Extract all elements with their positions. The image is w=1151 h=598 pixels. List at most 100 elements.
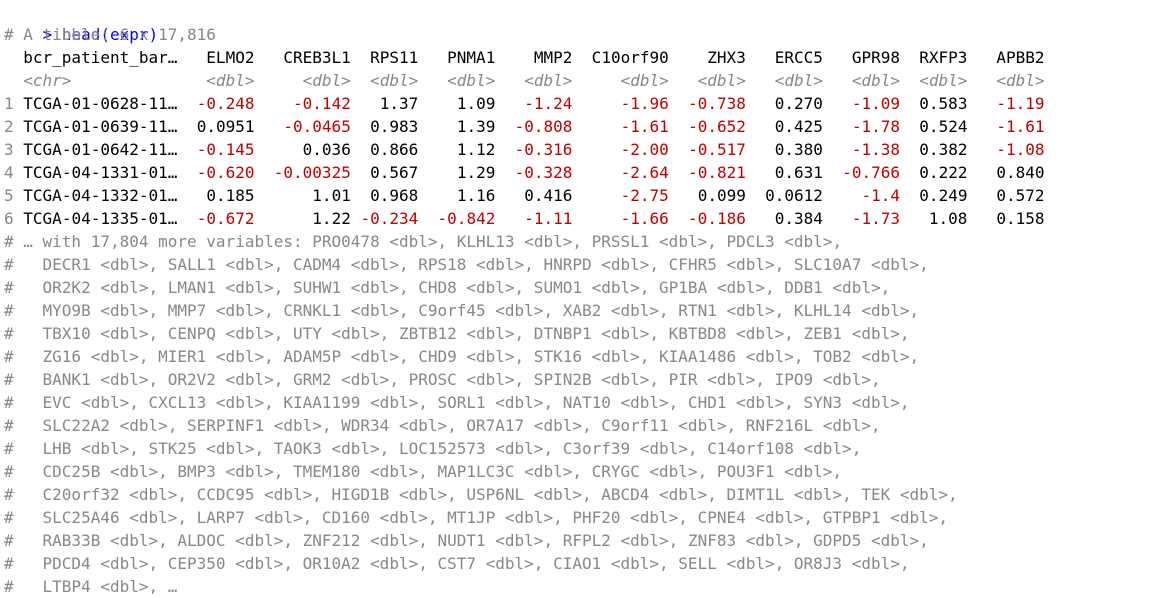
patient-barcode: TCGA-04-1332-01… xyxy=(23,186,178,205)
row-number: 2 xyxy=(4,117,14,136)
more-variables-line: # OR2K2 <dbl>, LMAN1 <dbl>, SUHW1 <dbl>,… xyxy=(4,276,1151,299)
more-variables-list: # TBX10 <dbl>, CENPQ <dbl>, UTY <dbl>, Z… xyxy=(4,324,910,343)
table-cell: -1.09 xyxy=(851,94,900,113)
more-variables-line: # PDCD4 <dbl>, CEP350 <dbl>, OR10A2 <dbl… xyxy=(4,552,1151,575)
column-types: <chr> <dbl> <dbl> <dbl> <dbl> <dbl> <dbl… xyxy=(4,69,1151,92)
table-cell: 1.29 xyxy=(456,163,496,182)
table-cell: 0.425 xyxy=(774,117,823,136)
table-cell: 1.22 xyxy=(312,209,351,228)
table-row: 5 TCGA-04-1332-01… 0.185 1.01 0.968 1.16… xyxy=(4,184,1151,207)
more-variables-list: # LHB <dbl>, STK25 <dbl>, TAOK3 <dbl>, L… xyxy=(4,439,862,458)
table-cell: 0.185 xyxy=(206,186,255,205)
table-cell: -0.142 xyxy=(293,94,351,113)
table-cell: 1.12 xyxy=(456,140,496,159)
more-variables: # … with 17,804 more variables: PRO0478 … xyxy=(4,230,1151,598)
table-cell: -1.73 xyxy=(851,209,900,228)
table-cell: -1.11 xyxy=(524,209,573,228)
row-number: 3 xyxy=(4,140,14,159)
table-cell: -0.652 xyxy=(688,117,746,136)
table-cell: -0.328 xyxy=(514,163,573,182)
column-name: C10orf90 xyxy=(582,48,669,67)
table-cell: 1.16 xyxy=(456,186,496,205)
table-cell: -1.78 xyxy=(851,117,901,136)
table-cell: -1.61 xyxy=(996,117,1045,136)
more-variables-line: # MYO9B <dbl>, MMP7 <dbl>, CRNKL1 <dbl>,… xyxy=(4,299,1151,322)
table-cell: -0.842 xyxy=(437,209,496,228)
column-name: bcr_patient_bar… xyxy=(23,48,178,67)
table-cell: -0.0465 xyxy=(283,117,351,136)
table-cell: -0.00325 xyxy=(273,163,351,182)
patient-barcode: TCGA-01-0639-11… xyxy=(23,117,178,136)
column-type: <dbl> xyxy=(832,71,900,90)
column-name: CREB3L1 xyxy=(264,48,351,67)
column-type: <chr> xyxy=(23,71,178,90)
table-cell: 1.37 xyxy=(379,94,419,113)
more-variables-line: # SLC25A46 <dbl>, LARP7 <dbl>, CD160 <db… xyxy=(4,506,1151,529)
more-variables-list: # ZG16 <dbl>, MIER1 <dbl>, ADAM5P <dbl>,… xyxy=(4,347,920,366)
more-variables-list: # PDCD4 <dbl>, CEP350 <dbl>, OR10A2 <dbl… xyxy=(4,554,910,573)
patient-barcode: TCGA-01-0642-11… xyxy=(23,140,178,159)
table-cell: -2.00 xyxy=(620,140,669,159)
table-cell: 0.099 xyxy=(697,186,746,205)
table-cell: 0.270 xyxy=(774,94,823,113)
more-variables-list: # C20orf32 <dbl>, CCDC95 <dbl>, HIGD1B <… xyxy=(4,485,958,504)
row-number: 1 xyxy=(4,94,14,113)
tibble-header: # A tibble: 6 x 17,816 xyxy=(4,25,216,44)
column-type: <dbl> xyxy=(755,71,823,90)
table-cell: -1.38 xyxy=(851,140,901,159)
column-type: <dbl> xyxy=(187,71,255,90)
table-cell: -0.808 xyxy=(514,117,573,136)
table-row: 2 TCGA-01-0639-11… 0.0951 -0.0465 0.983 … xyxy=(4,115,1151,138)
table-cell: 0.572 xyxy=(996,186,1045,205)
column-name: RPS11 xyxy=(360,48,419,67)
patient-barcode: TCGA-01-0628-11… xyxy=(23,94,178,113)
more-variables-list: # SLC22A2 <dbl>, SERPINF1 <dbl>, WDR34 <… xyxy=(4,416,881,435)
table-cell: 0.0951 xyxy=(196,117,255,136)
table-cell: 0.0612 xyxy=(765,186,823,205)
column-type: <dbl> xyxy=(427,71,496,90)
table-cell: -1.19 xyxy=(996,94,1045,113)
table-row: 1 TCGA-01-0628-11… -0.248 -0.142 1.37 1.… xyxy=(4,92,1151,115)
row-number-spacer xyxy=(4,48,23,67)
table-cell: 0.036 xyxy=(302,140,351,159)
table-cell: 1.09 xyxy=(456,94,496,113)
row-number: 5 xyxy=(4,186,14,205)
row-number-spacer xyxy=(4,71,23,90)
column-name: GPR98 xyxy=(832,48,900,67)
more-variables-line: # … with 17,804 more variables: PRO0478 … xyxy=(4,230,1151,253)
table-cell: -1.4 xyxy=(861,186,901,205)
table-cell: 0.866 xyxy=(370,140,419,159)
table-cell: 0.249 xyxy=(919,186,968,205)
more-variables-prefix: # … with 17,804 more variables: xyxy=(4,232,303,251)
table-cell: -1.08 xyxy=(996,140,1045,159)
column-name: ZHX3 xyxy=(678,48,746,67)
more-variables-line: # EVC <dbl>, CXCL13 <dbl>, KIAA1199 <dbl… xyxy=(4,391,1151,414)
table-cell: 0.382 xyxy=(919,140,968,159)
table-row: 3 TCGA-01-0642-11… -0.145 0.036 0.866 1.… xyxy=(4,138,1151,161)
more-variables-line: # ZG16 <dbl>, MIER1 <dbl>, ADAM5P <dbl>,… xyxy=(4,345,1151,368)
more-variables-list: # MYO9B <dbl>, MMP7 <dbl>, CRNKL1 <dbl>,… xyxy=(4,301,920,320)
table-cell: -2.75 xyxy=(620,186,669,205)
more-variables-list: # LTBP4 <dbl>, … xyxy=(4,577,178,596)
table-cell: -2.64 xyxy=(620,163,669,182)
table-cell: -0.186 xyxy=(688,209,746,228)
table-cell: -1.24 xyxy=(524,94,573,113)
patient-barcode: TCGA-04-1331-01… xyxy=(23,163,178,182)
column-name: MMP2 xyxy=(504,48,573,67)
table-cell: 1.08 xyxy=(928,209,968,228)
column-type: <dbl> xyxy=(977,71,1045,90)
table-cell: 0.583 xyxy=(919,94,968,113)
table-row: 6 TCGA-04-1335-01… -0.672 1.22 -0.234 -0… xyxy=(4,207,1151,230)
column-name: PNMA1 xyxy=(427,48,496,67)
column-type: <dbl> xyxy=(582,71,669,90)
more-variables-line: # C20orf32 <dbl>, CCDC95 <dbl>, HIGD1B <… xyxy=(4,483,1151,506)
more-variables-line: # LTBP4 <dbl>, … xyxy=(4,575,1151,598)
more-variables-line: # BANK1 <dbl>, OR2V2 <dbl>, GRM2 <dbl>, … xyxy=(4,368,1151,391)
prompt: > xyxy=(42,25,53,44)
row-number: 4 xyxy=(4,163,14,182)
more-variables-list: # DECR1 <dbl>, SALL1 <dbl>, CADM4 <dbl>,… xyxy=(4,255,929,274)
table-cell: -0.145 xyxy=(196,140,255,159)
column-type: <dbl> xyxy=(504,71,573,90)
table-cell: -0.234 xyxy=(360,209,419,228)
